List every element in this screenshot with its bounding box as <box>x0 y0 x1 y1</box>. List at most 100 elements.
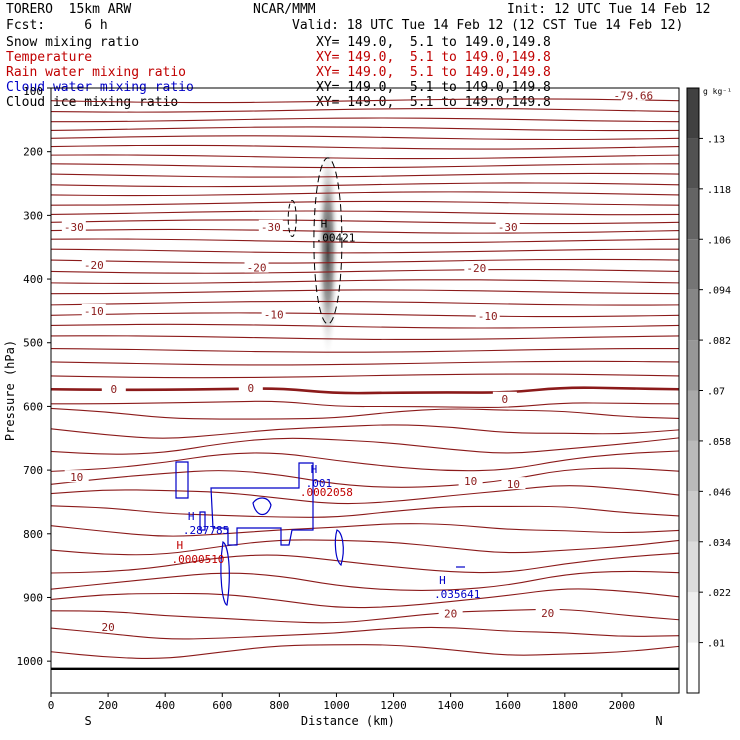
colorbar-tick-label: .07 <box>707 387 725 398</box>
isotherm-label: -10 <box>264 309 284 322</box>
plot-frame <box>50 87 680 694</box>
y-tick-label: 700 <box>23 464 43 477</box>
field-name-temperature: Temperature <box>6 50 93 65</box>
isotherm-label-bg <box>261 307 286 320</box>
center-title: NCAR/MMM <box>253 2 316 17</box>
isotherm-line <box>50 210 680 216</box>
isotherm-line <box>50 588 680 609</box>
colorbar-tick-label: .082 <box>707 336 731 347</box>
colorbar-tick-label: .094 <box>707 286 731 297</box>
isotherm-line <box>50 424 680 439</box>
field-name-cloud-ice: Cloud ice mixing ratio <box>6 95 179 110</box>
cloud-water-contour <box>334 529 344 567</box>
isotherm-label: -20 <box>247 262 267 275</box>
isotherm-line <box>50 485 680 505</box>
isotherm-line <box>50 347 680 353</box>
colorbar-tick-label: .01 <box>707 639 725 650</box>
isotherm-line <box>50 191 680 197</box>
y-tick-label: 1000 <box>17 655 44 668</box>
cloud-water-contour <box>210 462 314 546</box>
x-tick-label: 1200 <box>380 699 407 712</box>
isotherm-label-bg <box>238 380 263 393</box>
isotherm-label-bg <box>458 473 483 486</box>
extremum-mark: H <box>176 539 183 552</box>
isotherm-line <box>50 552 680 574</box>
isotherm-line <box>50 626 680 640</box>
x-tick-label: 2000 <box>609 699 636 712</box>
x-tick-label: 400 <box>155 699 175 712</box>
cloud-water-contour <box>199 511 206 531</box>
cloud-water-contour <box>175 461 189 499</box>
isotherm-label-bg <box>492 391 517 404</box>
colorbar-segment <box>687 390 699 441</box>
isotherm-label-bg <box>61 219 86 232</box>
y-tick-label: 200 <box>23 146 43 159</box>
colorbar-segment <box>687 541 699 593</box>
isotherm-label: 0 <box>502 393 509 406</box>
isotherm-line <box>50 300 680 306</box>
field-xy-rain: XY= 149.0, 5.1 to 149.0,149.8 <box>316 65 551 80</box>
extremum-mark: H <box>188 510 195 523</box>
isotherm-line <box>50 172 680 178</box>
colorbar-tick-label: .058 <box>707 437 731 448</box>
y-tick-label: 300 <box>23 209 43 222</box>
isotherm-label: 20 <box>444 607 457 620</box>
isotherm-line <box>50 219 680 225</box>
isotherm-label-bg <box>438 606 463 619</box>
isotherm-line <box>50 238 680 244</box>
field-name-rain: Rain water mixing ratio <box>6 65 187 80</box>
isotherm-line <box>50 154 680 160</box>
y-axis-title: Pressure (hPa) <box>3 340 17 441</box>
isotherm-label-bg <box>96 619 121 632</box>
y-tick-label: 100 <box>23 85 43 98</box>
isotherm-line <box>50 248 680 254</box>
isotherm-line <box>50 107 680 113</box>
cloud-ice-contour <box>287 200 297 238</box>
colorbar-segment <box>687 289 699 341</box>
colorbar-units: g kg⁻¹ <box>703 87 732 96</box>
isotherm-line <box>50 523 680 537</box>
x-tick-label: 0 <box>48 699 55 712</box>
x-tick-label: 1400 <box>437 699 464 712</box>
y-tick-label: 500 <box>23 337 43 350</box>
y-tick-label: 900 <box>23 591 43 604</box>
x-tick-label: 1600 <box>494 699 521 712</box>
extremum-mark: H <box>439 574 446 587</box>
x-tick-label: 800 <box>269 699 289 712</box>
snow-shading <box>316 140 339 361</box>
field-xy-temperature: XY= 149.0, 5.1 to 149.0,149.8 <box>316 50 551 65</box>
isotherm-line <box>50 407 680 420</box>
y-tick-label: 600 <box>23 400 43 413</box>
isotherm-label-bg <box>501 477 526 490</box>
isotherm-label-bg <box>81 303 106 316</box>
colorbar-tick-label: .046 <box>707 487 731 498</box>
x-axis-title: Distance (km) <box>301 714 395 728</box>
extremum-mark: H <box>311 463 318 476</box>
isotherm-label: 0 <box>248 382 255 395</box>
isotherm-line <box>50 467 680 488</box>
isotherm-line <box>50 386 680 395</box>
x-tick-label: 1800 <box>552 699 579 712</box>
isotherm-label: -20 <box>84 259 104 272</box>
extremum-value: .287785 <box>183 524 229 537</box>
extremum-value: .00421 <box>316 231 356 244</box>
x-tick-label: 600 <box>212 699 232 712</box>
isotherm-label: -79.66 <box>613 90 653 103</box>
x-end-label-south: S <box>84 714 91 728</box>
colorbar-segment <box>687 239 699 290</box>
colorbar-tick-label: .034 <box>707 538 731 549</box>
colorbar-tick-label: .022 <box>707 588 731 599</box>
isotherm-line <box>50 437 680 455</box>
isotherm-label: -10 <box>478 310 498 323</box>
colorbar-segment <box>687 491 699 542</box>
x-tick-label: 1000 <box>323 699 350 712</box>
isotherm-line <box>50 644 680 659</box>
colorbar-tick-label: .13 <box>707 134 725 145</box>
colorbar-tick-label: .106 <box>707 235 731 246</box>
cloud-water-contour <box>252 497 272 516</box>
isotherm-line <box>50 200 680 206</box>
isotherm-label-bg <box>475 308 500 321</box>
field-xy-snow: XY= 149.0, 5.1 to 149.0,149.8 <box>316 35 551 50</box>
isotherm-label-bg <box>621 88 646 101</box>
isotherm-label-bg <box>64 470 89 483</box>
